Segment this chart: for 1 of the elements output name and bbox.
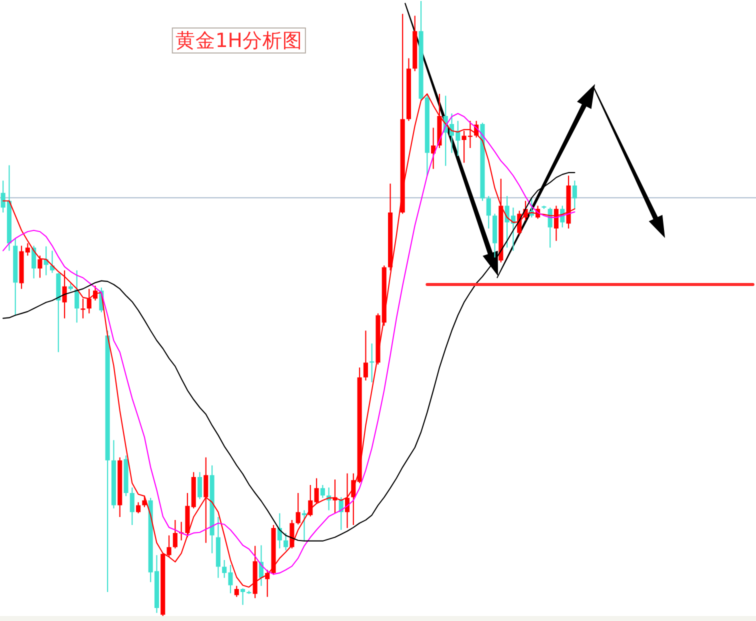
title: 黄金1H分析图 [172, 28, 306, 54]
